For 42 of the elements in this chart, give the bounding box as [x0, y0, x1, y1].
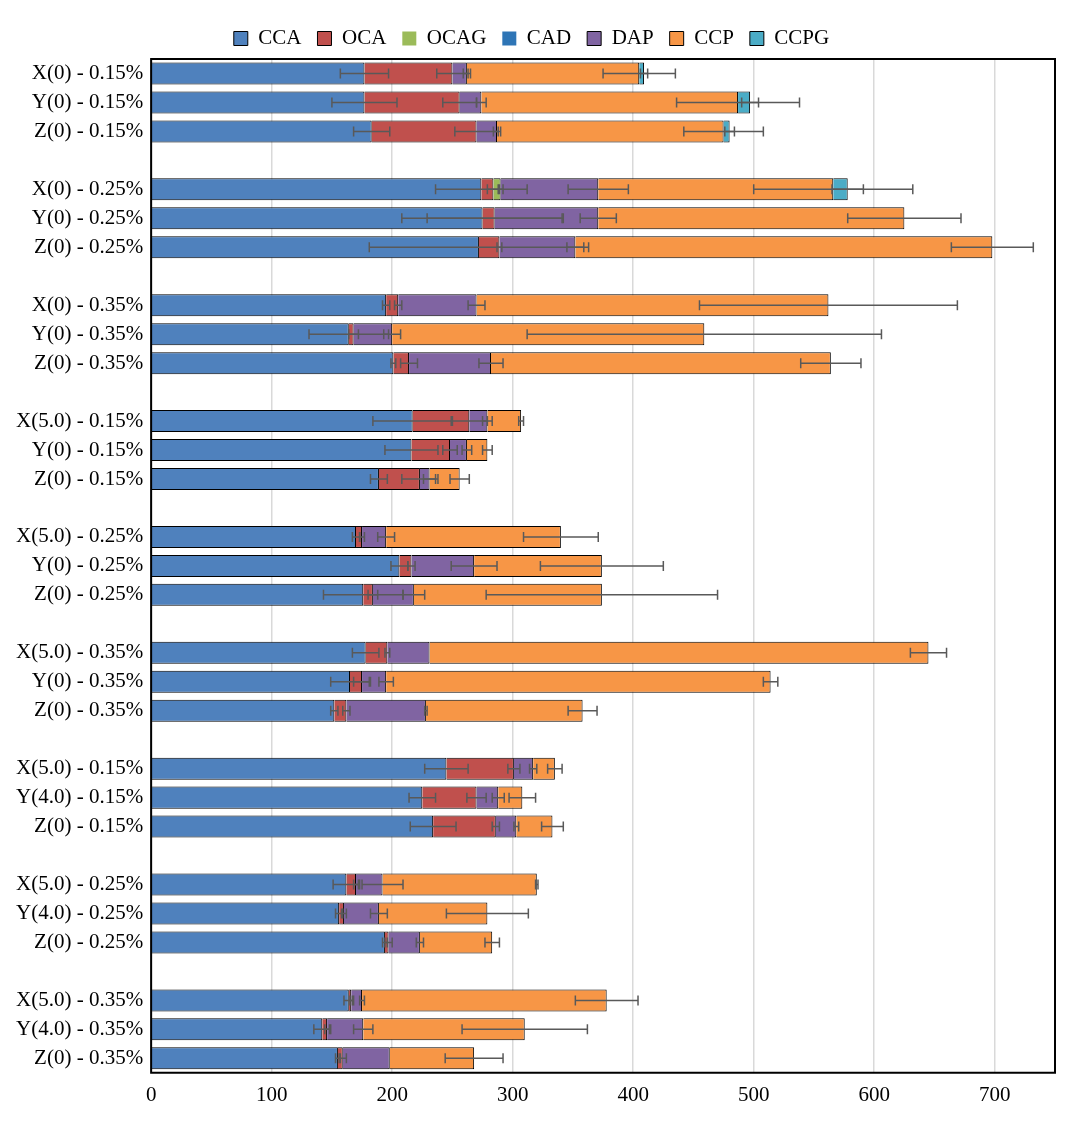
legend-label: OCA — [341, 25, 388, 50]
y-tick-label: X(0) - 0.25% — [31, 175, 144, 200]
legend-label: DAP — [611, 25, 654, 50]
y-tick-label: Y(0) - 0.15% — [31, 88, 144, 113]
x-tick-label: 500 — [737, 1081, 770, 1106]
y-tick-label: Y(0) - 0.25% — [31, 552, 144, 577]
y-tick-label: Z(0) - 0.15% — [34, 813, 144, 838]
y-tick-label: Z(0) - 0.35% — [34, 697, 144, 722]
y-tick-label: X(0) - 0.35% — [31, 291, 144, 316]
y-tick-label: X(5.0) - 0.15% — [16, 755, 144, 780]
y-tick-label: Z(0) - 0.25% — [34, 928, 144, 953]
legend-label: CCP — [694, 25, 734, 50]
y-tick-label: Z(0) - 0.25% — [34, 233, 144, 258]
y-tick-label: X(5.0) - 0.15% — [16, 407, 144, 432]
y-tick-label: Y(0) - 0.15% — [31, 436, 144, 461]
y-tick-label: Y(4.0) - 0.35% — [16, 1015, 144, 1040]
y-tick-label: X(5.0) - 0.25% — [16, 871, 144, 896]
x-tick-label: 100 — [255, 1081, 288, 1106]
x-tick-label: 200 — [376, 1081, 408, 1106]
legend-label: CCPG — [774, 25, 830, 50]
y-tick-label: Y(4.0) - 0.25% — [16, 900, 144, 924]
y-tick-label: X(5.0) - 0.35% — [16, 639, 144, 664]
legend-label: CCA — [258, 25, 303, 50]
y-tick-label: X(5.0) - 0.25% — [16, 523, 144, 548]
x-tick-label: 400 — [617, 1081, 649, 1106]
y-tick-label: X(0) - 0.15% — [31, 60, 144, 84]
y-tick-label: Y(4.0) - 0.15% — [16, 784, 144, 809]
x-tick-label: 300 — [496, 1081, 529, 1106]
x-tick-label: 600 — [858, 1081, 890, 1106]
y-tick-label: X(5.0) - 0.35% — [16, 986, 144, 1011]
legend-label: CAD — [526, 25, 572, 50]
y-tick-label: Z(0) - 0.15% — [34, 465, 144, 490]
legend-label: OCAG — [426, 25, 487, 50]
y-tick-label: Z(0) - 0.35% — [34, 349, 144, 374]
x-tick-label: 700 — [978, 1081, 1011, 1106]
y-tick-label: Z(0) - 0.15% — [34, 117, 144, 142]
y-tick-label: Z(0) - 0.35% — [34, 1044, 144, 1069]
y-tick-label: Y(0) - 0.25% — [31, 204, 144, 229]
y-tick-label: Y(0) - 0.35% — [31, 320, 144, 345]
y-tick-label: Y(0) - 0.35% — [31, 668, 144, 693]
y-tick-label: Z(0) - 0.25% — [34, 581, 144, 606]
x-tick-label: 0 — [145, 1081, 157, 1106]
